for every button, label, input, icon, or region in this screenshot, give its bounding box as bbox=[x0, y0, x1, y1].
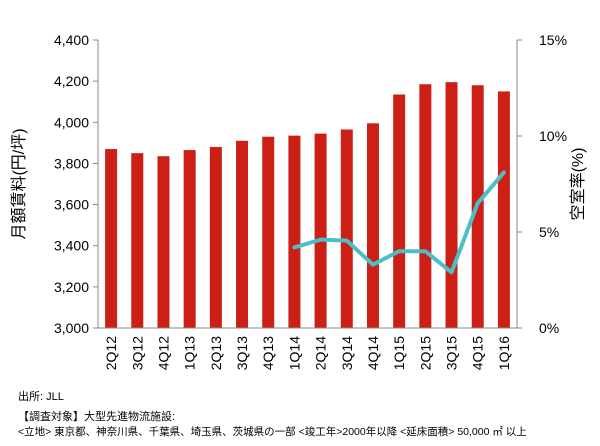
source-note: 出所: JLL bbox=[18, 391, 64, 403]
y-tick-label: 3,800 bbox=[54, 155, 89, 171]
bar-1Q14 bbox=[288, 135, 301, 328]
y-tick-label: 3,600 bbox=[54, 197, 89, 213]
x-tick-label: 1Q16 bbox=[496, 336, 512, 370]
y-axis-title: 月額賃料(円/坪) bbox=[10, 128, 28, 239]
x-tick-label: 1Q15 bbox=[391, 336, 407, 370]
bar-2Q12 bbox=[105, 149, 118, 328]
bar-4Q12 bbox=[157, 156, 170, 328]
bar-1Q16 bbox=[497, 91, 510, 328]
x-tick-label: 3Q14 bbox=[339, 336, 355, 370]
x-tick-label: 3Q12 bbox=[129, 336, 145, 370]
y-tick-label: 3,400 bbox=[54, 238, 89, 254]
x-tick-label: 4Q14 bbox=[365, 336, 381, 370]
bar-1Q15 bbox=[393, 94, 406, 328]
y-tick-label: 3,000 bbox=[54, 320, 89, 336]
bar-4Q14 bbox=[366, 123, 379, 328]
y-tick-label: 4,400 bbox=[54, 32, 89, 48]
bar-1Q13 bbox=[183, 150, 196, 328]
x-tick-label: 2Q13 bbox=[208, 336, 224, 370]
x-tick-label: 3Q15 bbox=[444, 336, 460, 370]
bar-2Q13 bbox=[209, 146, 222, 328]
bar-3Q14 bbox=[340, 129, 353, 328]
x-tick-label: 4Q13 bbox=[260, 336, 276, 370]
x-tick-label: 1Q13 bbox=[182, 336, 198, 370]
bar-2Q15 bbox=[419, 84, 432, 328]
y2-tick-label: 5% bbox=[539, 224, 559, 240]
y-tick-label: 4,200 bbox=[54, 73, 89, 89]
y-tick-label: 3,200 bbox=[54, 279, 89, 295]
y2-axis-title: 空室率(%) bbox=[569, 148, 587, 221]
y2-tick-label: 15% bbox=[539, 32, 567, 48]
y2-tick-label: 0% bbox=[539, 320, 559, 336]
survey-criteria-note: <立地> 東京都、神奈川県、千葉県、埼玉県、茨城県の一部 <竣工年>2000年以… bbox=[18, 426, 527, 438]
bar-4Q13 bbox=[262, 136, 275, 328]
bar-2Q14 bbox=[314, 133, 327, 328]
survey-target-note: 【調査対象】大型先進物流施設: bbox=[18, 411, 176, 423]
x-tick-label: 2Q12 bbox=[103, 336, 119, 370]
x-tick-label: 4Q12 bbox=[155, 336, 171, 370]
bar-3Q15 bbox=[445, 82, 458, 329]
bar-3Q13 bbox=[236, 140, 249, 328]
x-tick-label: 3Q13 bbox=[234, 336, 250, 370]
bar-3Q12 bbox=[131, 153, 144, 328]
x-tick-label: 2Q15 bbox=[417, 336, 433, 370]
y-tick-label: 4,000 bbox=[54, 114, 89, 130]
y2-tick-label: 10% bbox=[539, 128, 567, 144]
x-tick-label: 4Q15 bbox=[470, 336, 486, 370]
x-tick-label: 2Q14 bbox=[313, 336, 329, 370]
x-tick-label: 1Q14 bbox=[286, 336, 302, 370]
rent-vacancy-chart: 2Q12 3Q12 4Q12 1Q13 2Q13 3Q13 4Q13 1Q14 2Q14 3Q14… bbox=[10, 32, 587, 370]
